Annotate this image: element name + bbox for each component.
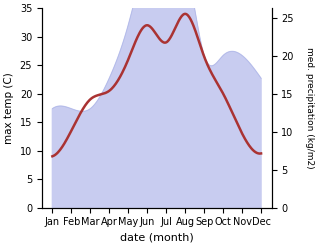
Y-axis label: max temp (C): max temp (C) <box>4 72 14 144</box>
Y-axis label: med. precipitation (kg/m2): med. precipitation (kg/m2) <box>305 47 314 169</box>
X-axis label: date (month): date (month) <box>120 233 194 243</box>
